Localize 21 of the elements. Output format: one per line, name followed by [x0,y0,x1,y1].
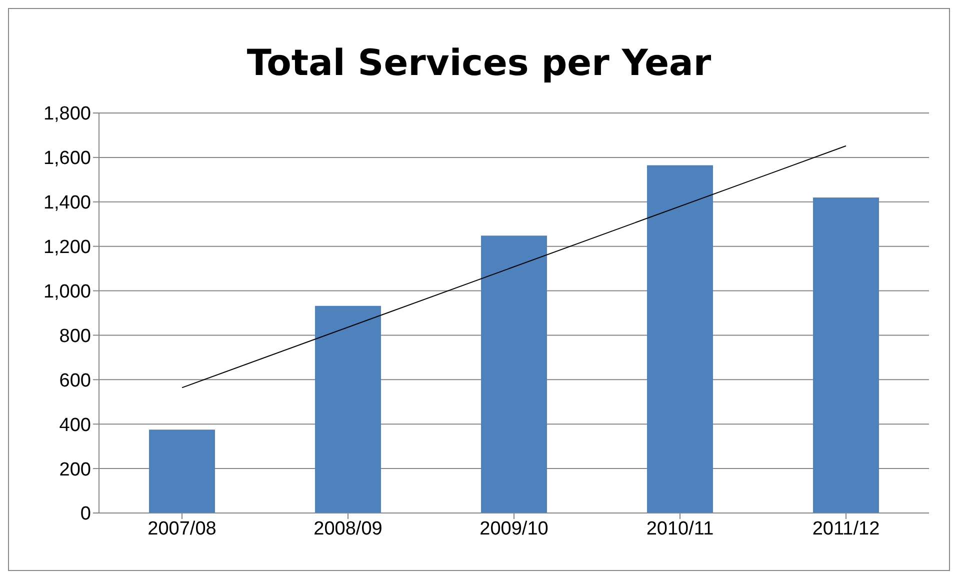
y-tick-label: 400 [59,414,91,436]
y-tick-label: 800 [59,326,91,347]
bar [315,306,381,513]
y-tick-label: 600 [59,370,91,392]
y-tick-label: 1,400 [43,192,91,214]
x-tick-label: 2010/11 [646,518,714,540]
bar [647,165,713,513]
chart-title: Total Services per Year [246,43,712,86]
y-tick-label: 1,800 [43,104,91,125]
bar [149,430,215,513]
y-tick-label: 1,000 [43,282,91,303]
bar [813,197,879,513]
x-tick-label: 2009/10 [480,518,548,540]
x-tick-label: 2011/12 [812,518,880,540]
y-tick-label: 200 [59,459,91,480]
bar [481,236,547,513]
y-tick-label: 0 [80,504,91,525]
y-tick-label: 1,200 [43,237,91,258]
x-tick-label: 2007/08 [148,518,216,540]
x-tick-label: 2008/09 [314,518,382,540]
y-tick-label: 1,600 [43,148,91,170]
